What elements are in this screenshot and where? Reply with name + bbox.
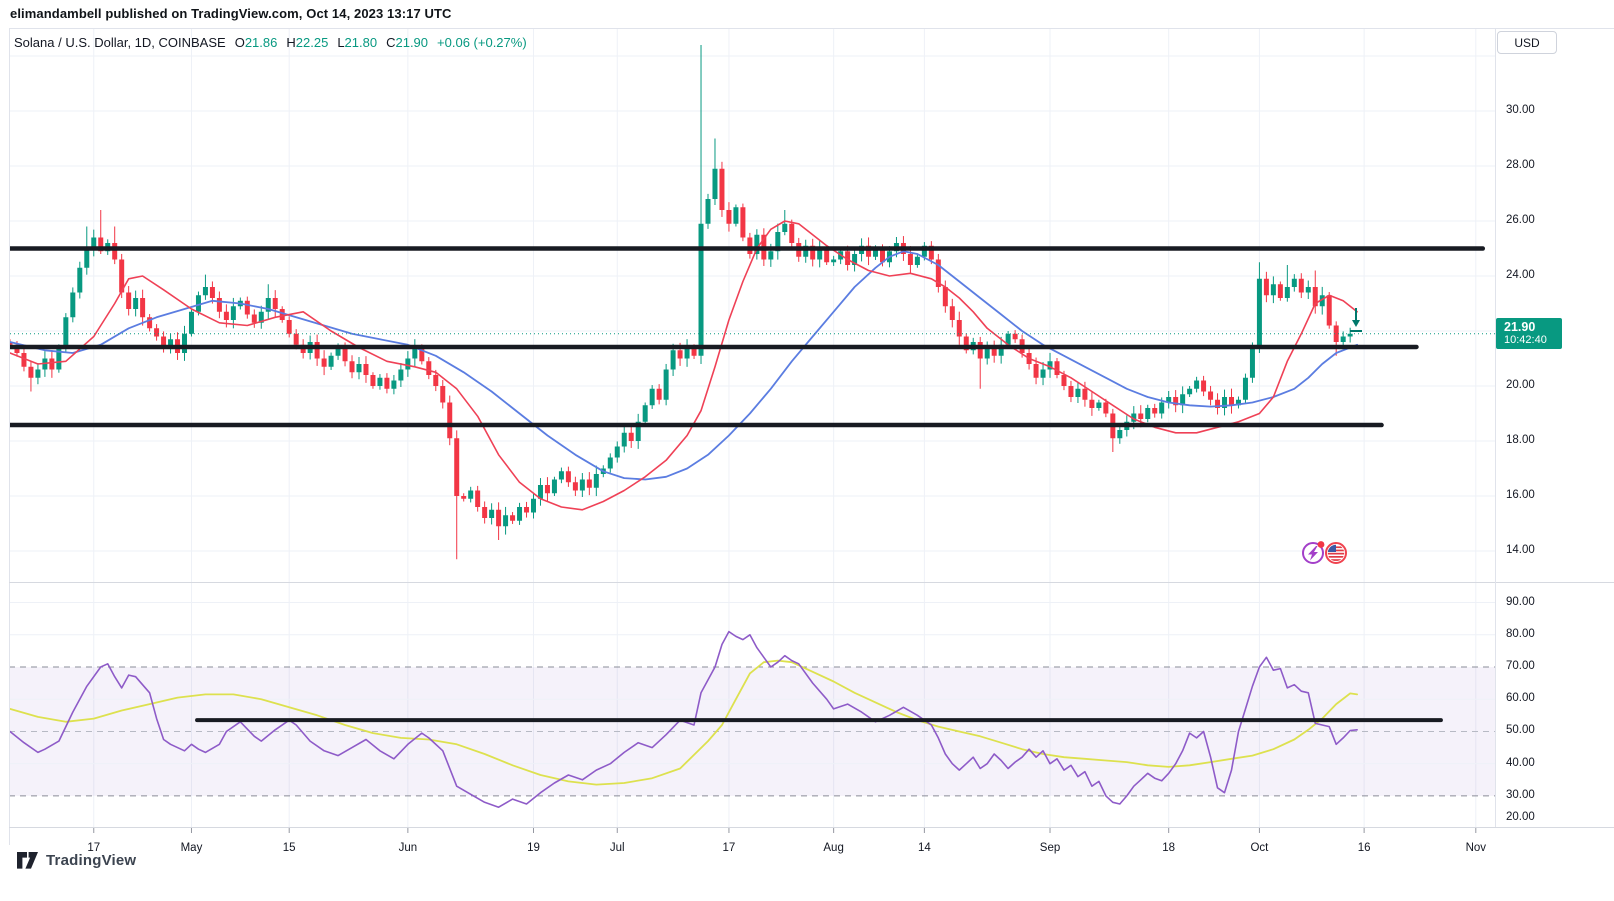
time-axis-label: 14 <box>917 842 931 854</box>
time-axis-label: 16 <box>1357 842 1371 854</box>
time-axis-label: 15 <box>282 842 296 854</box>
price-tick-label: 28.00 <box>1506 159 1535 171</box>
price-tick-label: 20.00 <box>1506 379 1535 391</box>
symbol-legend[interactable]: Solana / U.S. Dollar, 1D, COINBASE O21.8… <box>14 35 527 50</box>
rsi-tick-label: 30.00 <box>1506 788 1535 801</box>
price-pane <box>9 45 1495 560</box>
rsi-line <box>9 630 1358 809</box>
down-arrow-marker <box>1350 308 1362 332</box>
time-axis[interactable]: 17 May 15 Jun 19 Jul 17 Aug 14 Sep 18 Oct 16 Nov <box>9 827 1614 857</box>
time-axis-label: May <box>180 842 203 854</box>
price-tick-label: 26.00 <box>1506 214 1535 226</box>
rsi-pane <box>9 602 1495 809</box>
price-tick-label: 14.00 <box>1506 544 1535 556</box>
price-tick-label: 30.00 <box>1506 104 1535 116</box>
time-axis-label: 19 <box>527 842 540 854</box>
price-tick-label: 18.00 <box>1506 434 1535 446</box>
rsi-tick-label: 90.00 <box>1506 595 1535 608</box>
ma-slow-line <box>9 250 1358 481</box>
rsi-ma-line <box>9 659 1358 786</box>
ohlc-close: C21.90 <box>386 35 429 50</box>
rsi-tick-label: 80.00 <box>1506 627 1535 640</box>
time-axis-label: Aug <box>823 842 844 854</box>
last-price-badge[interactable]: 21.90 10:42:40 <box>1496 318 1562 349</box>
time-axis-label: Oct <box>1250 842 1269 854</box>
rsi-tick-label: 60.00 <box>1506 692 1535 705</box>
time-axis-label: Nov <box>1465 842 1487 854</box>
ohlc-open: O21.86 <box>234 35 278 50</box>
time-axis-label: Jul <box>609 842 625 854</box>
rsi-tick-label: 20.00 <box>1506 811 1535 823</box>
time-axis-label: Jun <box>398 842 418 854</box>
rsi-tick-label: 70.00 <box>1506 660 1535 672</box>
time-axis-label: 17 <box>722 842 736 854</box>
symbol-title[interactable]: Solana / U.S. Dollar, 1D, COINBASE <box>14 35 226 50</box>
tradingview-logo-icon <box>17 852 38 869</box>
vertical-gridlines <box>93 29 1477 827</box>
us-flag-icon[interactable] <box>1325 542 1347 564</box>
price-axis[interactable]: 30.00 28.00 26.00 24.00 20.00 18.00 16.00 14.00 <box>1496 28 1614 582</box>
tradingview-logo-text: TradingView <box>46 852 137 869</box>
rsi-tick-label: 40.00 <box>1506 756 1535 769</box>
tradingview-attribution[interactable]: TradingView <box>16 851 136 870</box>
price-tick-label: 16.00 <box>1506 489 1535 501</box>
rsi-tick-label: 50.00 <box>1506 724 1535 737</box>
change-value: +0.06 (+0.27%) <box>437 35 527 50</box>
lightning-icon[interactable] <box>1302 541 1325 564</box>
time-axis-label: 17 <box>87 842 101 854</box>
time-axis-label: 18 <box>1162 842 1176 854</box>
published-byline: elimandambell published on TradingView.c… <box>10 6 452 21</box>
ma-fast-line <box>9 220 1358 511</box>
time-axis-label: Sep <box>1039 842 1061 854</box>
price-tick-label: 24.00 <box>1506 269 1535 281</box>
rsi-axis[interactable]: 90.00 80.00 70.00 60.00 50.00 40.00 30.00 20.00 <box>1496 582 1614 827</box>
currency-toggle-button[interactable]: USD <box>1497 31 1557 54</box>
last-price-value: 21.90 <box>1504 319 1536 334</box>
ohlc-high: H22.25 <box>286 35 329 50</box>
bar-countdown: 10:42:40 <box>1504 334 1547 347</box>
ohlc-low: L21.80 <box>337 35 378 50</box>
